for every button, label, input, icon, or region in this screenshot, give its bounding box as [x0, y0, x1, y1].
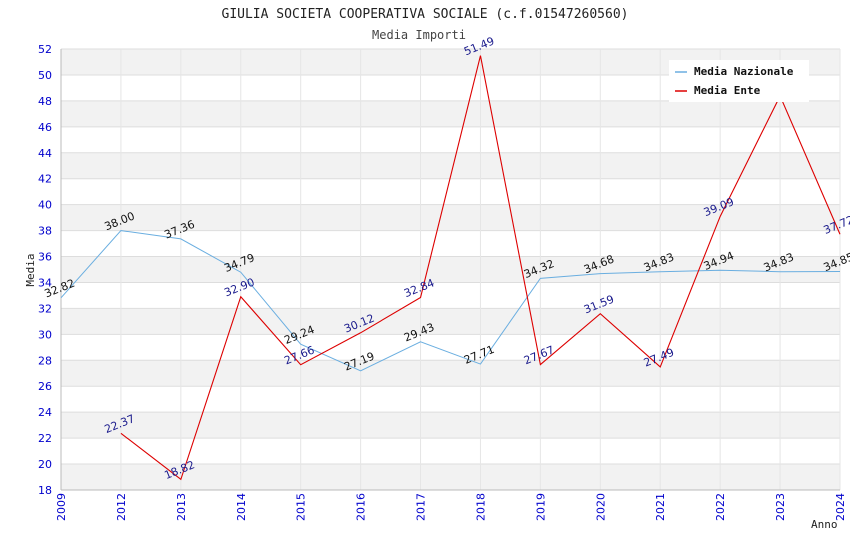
- series-line-nazionale: [60, 230, 841, 372]
- gridlines: [60, 48, 841, 491]
- y-tick-label: 22: [38, 432, 52, 445]
- y-tick-label: 52: [38, 43, 52, 56]
- y-tick-label: 40: [38, 199, 52, 212]
- x-tick-label: 2022: [714, 493, 727, 521]
- y-tick-label: 42: [38, 173, 52, 186]
- y-tick-label: 18: [38, 484, 52, 497]
- x-tick-label: 2017: [415, 493, 428, 521]
- x-tick-label: 2020: [594, 493, 607, 521]
- series-line-ente: [120, 55, 841, 481]
- y-tick-label: 24: [38, 406, 52, 419]
- grid-band: [61, 100, 840, 127]
- legend-label-ente: Media Ente: [694, 84, 761, 97]
- y-tick-label: 44: [38, 147, 52, 160]
- x-tick-label: 2021: [654, 493, 667, 521]
- y-tick-label: 34: [38, 276, 52, 289]
- chart-subtitle: Media Importi: [372, 28, 466, 42]
- x-tick-label: 2009: [55, 493, 68, 521]
- y-tick-label: 48: [38, 95, 52, 108]
- x-tick-label: 2015: [295, 493, 308, 521]
- legend: Media Nazionale Media Ente: [669, 60, 809, 102]
- x-tick-label: 2016: [355, 493, 368, 521]
- y-tick-label: 50: [38, 69, 52, 82]
- y-tick-label: 26: [38, 380, 52, 393]
- y-tick-label: 38: [38, 225, 52, 238]
- chart-title: GIULIA SOCIETA COOPERATIVA SOCIALE (c.f.…: [222, 7, 629, 22]
- x-tick-label: 2013: [175, 493, 188, 521]
- y-tick-label: 32: [38, 302, 52, 315]
- grid-bands: [61, 49, 840, 490]
- x-tick-label: 2012: [115, 493, 128, 521]
- y-tick-label: 46: [38, 121, 52, 134]
- grid-band: [61, 412, 840, 439]
- x-tick-label: 2019: [534, 493, 547, 521]
- grid-band: [61, 256, 840, 283]
- y-tick-label: 20: [38, 458, 52, 471]
- x-axis-label: Anno: [811, 518, 838, 531]
- x-tick-label: 2024: [834, 493, 847, 521]
- y-tick-label: 36: [38, 251, 52, 264]
- grid-band: [61, 204, 840, 231]
- x-tick-label: 2018: [474, 493, 487, 521]
- series-lines: [60, 55, 841, 481]
- grid-band: [61, 360, 840, 387]
- y-tick-label: 28: [38, 354, 52, 367]
- grid-band: [61, 464, 840, 490]
- y-tick-labels: 18 20 22 24 26 28 30 32 34 36 38 40 42 44 46 48 50 52: [38, 43, 52, 497]
- legend-label-nazionale: Media Nazionale: [694, 65, 794, 78]
- y-tick-label: 30: [38, 328, 52, 341]
- grid-band: [61, 308, 840, 335]
- y-axis-label: Media: [24, 253, 37, 286]
- legend-box: [669, 60, 809, 102]
- x-tick-labels: 2009 2012 2013 2014 2015 2016 2017 2018 2019 2020…: [55, 493, 847, 521]
- x-tick-label: 2014: [235, 493, 248, 521]
- x-tick-label: 2023: [774, 493, 787, 521]
